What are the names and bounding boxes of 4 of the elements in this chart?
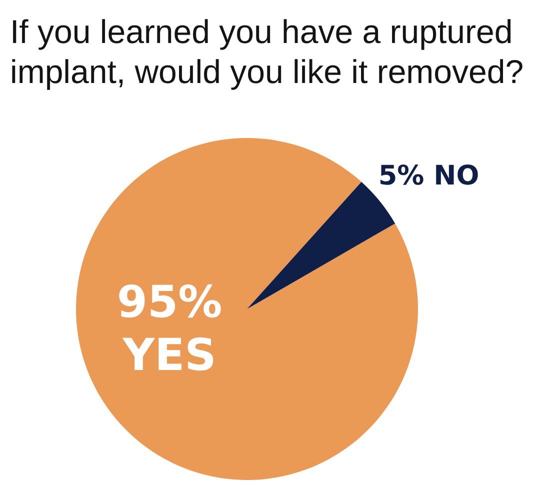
slice-label: 5% NO [378,160,480,192]
data-label: 95% [116,277,222,328]
chart-title: If you learned you have a ruptured implant, would you like it removed? [10,12,525,92]
slice-label: YES [122,330,216,381]
